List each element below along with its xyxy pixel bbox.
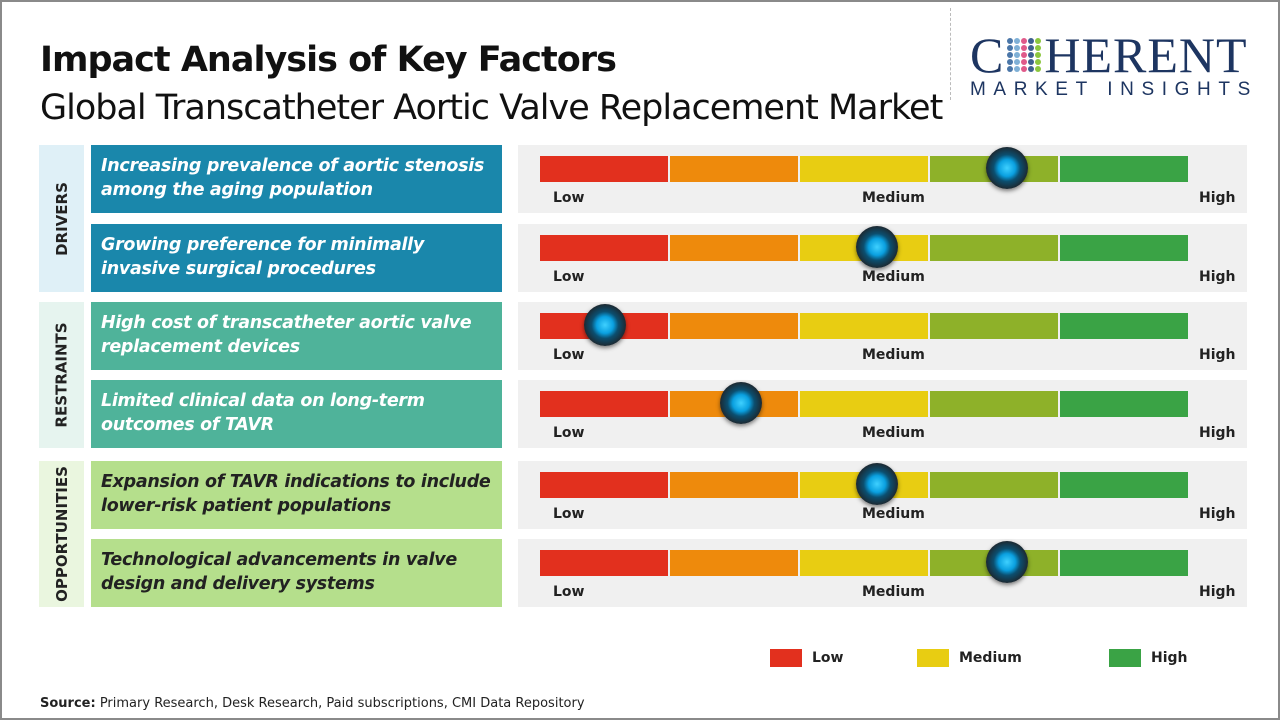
scale-high-label: High (1199, 506, 1236, 522)
logo-subtitle: MARKET INSIGHTS (970, 79, 1258, 100)
scale-low-label: Low (553, 347, 585, 363)
scale-low-label: Low (553, 190, 585, 206)
impact-indicator-knob (855, 226, 898, 268)
scale-low-label: Low (553, 425, 585, 441)
impact-gauge: Low Medium High (518, 461, 1247, 529)
gauge-bar (540, 313, 1188, 339)
gauge-bar (540, 550, 1188, 576)
impact-indicator-knob (583, 304, 626, 346)
gauge-segment (930, 472, 1058, 498)
gauge-bar (540, 391, 1188, 417)
gauge-segment (670, 235, 798, 261)
factor-restraints: Limited clinical data on long-term outco… (91, 380, 502, 448)
category-label: RESTRAINTS (52, 322, 71, 428)
scale-medium-label: Medium (862, 190, 925, 206)
source-note: Source: Primary Research, Desk Research,… (40, 696, 585, 711)
gauge-segment (1060, 472, 1188, 498)
gauge-segment (1060, 391, 1188, 417)
page-subtitle: Global Transcatheter Aortic Valve Replac… (40, 88, 943, 128)
scale-low-label: Low (553, 269, 585, 285)
scale-high-label: High (1199, 425, 1236, 441)
gauge-segment (800, 391, 928, 417)
gauge-segment (930, 391, 1058, 417)
factor-restraints: High cost of transcatheter aortic valve … (91, 302, 502, 370)
category-label: OPPORTUNITIES (52, 466, 71, 602)
gauge-segment (1060, 550, 1188, 576)
gauge-segment (540, 391, 668, 417)
gauge-segment (1060, 235, 1188, 261)
factor-opportunities: Technological advancements in valve desi… (91, 539, 502, 607)
impact-gauge: Low Medium High (518, 380, 1247, 448)
scale-medium-label: Medium (862, 347, 925, 363)
gauge-segment (540, 472, 668, 498)
scale-medium-label: Medium (862, 584, 925, 600)
gauge-segment (930, 313, 1058, 339)
impact-indicator-knob (985, 541, 1028, 583)
impact-gauge: Low Medium High (518, 539, 1247, 607)
divider (950, 8, 951, 100)
gauge-segment (670, 156, 798, 182)
scale-low-label: Low (553, 584, 585, 600)
impact-gauge: Low Medium High (518, 145, 1247, 213)
gauge-segment (540, 156, 668, 182)
gauge-bar (540, 156, 1188, 182)
factor-opportunities: Expansion of TAVR indications to include… (91, 461, 502, 529)
category-drivers: DRIVERS (39, 145, 84, 292)
scale-high-label: High (1199, 190, 1236, 206)
legend-high: High (1109, 649, 1188, 667)
legend-medium: Medium (917, 649, 1022, 667)
impact-gauge: Low Medium High (518, 224, 1247, 292)
impact-indicator-knob (985, 147, 1028, 189)
impact-indicator-knob (855, 463, 898, 505)
scale-medium-label: Medium (862, 506, 925, 522)
scale-high-label: High (1199, 269, 1236, 285)
globe-dots-icon (1007, 38, 1042, 72)
scale-low-label: Low (553, 506, 585, 522)
scale-high-label: High (1199, 584, 1236, 600)
scale-medium-label: Medium (862, 269, 925, 285)
gauge-segment (540, 235, 668, 261)
gauge-segment (800, 156, 928, 182)
gauge-segment (800, 550, 928, 576)
gauge-segment (800, 313, 928, 339)
gauge-bar (540, 472, 1188, 498)
category-restraints: RESTRAINTS (39, 302, 84, 448)
gauge-segment (670, 313, 798, 339)
impact-gauge: Low Medium High (518, 302, 1247, 370)
impact-indicator-knob (719, 382, 762, 424)
category-opportunities: OPPORTUNITIES (39, 461, 84, 607)
scale-high-label: High (1199, 347, 1236, 363)
gauge-segment (1060, 156, 1188, 182)
factor-drivers: Growing preference for minimally invasiv… (91, 224, 502, 292)
factor-drivers: Increasing prevalence of aortic stenosis… (91, 145, 502, 213)
scale-medium-label: Medium (862, 425, 925, 441)
logo: C HERENT MARKET INSIGHTS (970, 30, 1262, 101)
gauge-segment (670, 472, 798, 498)
page-title: Impact Analysis of Key Factors (40, 40, 617, 80)
gauge-segment (1060, 313, 1188, 339)
legend-low: Low (770, 649, 843, 667)
category-label: DRIVERS (52, 181, 71, 256)
gauge-segment (540, 550, 668, 576)
gauge-segment (670, 550, 798, 576)
gauge-segment (930, 235, 1058, 261)
